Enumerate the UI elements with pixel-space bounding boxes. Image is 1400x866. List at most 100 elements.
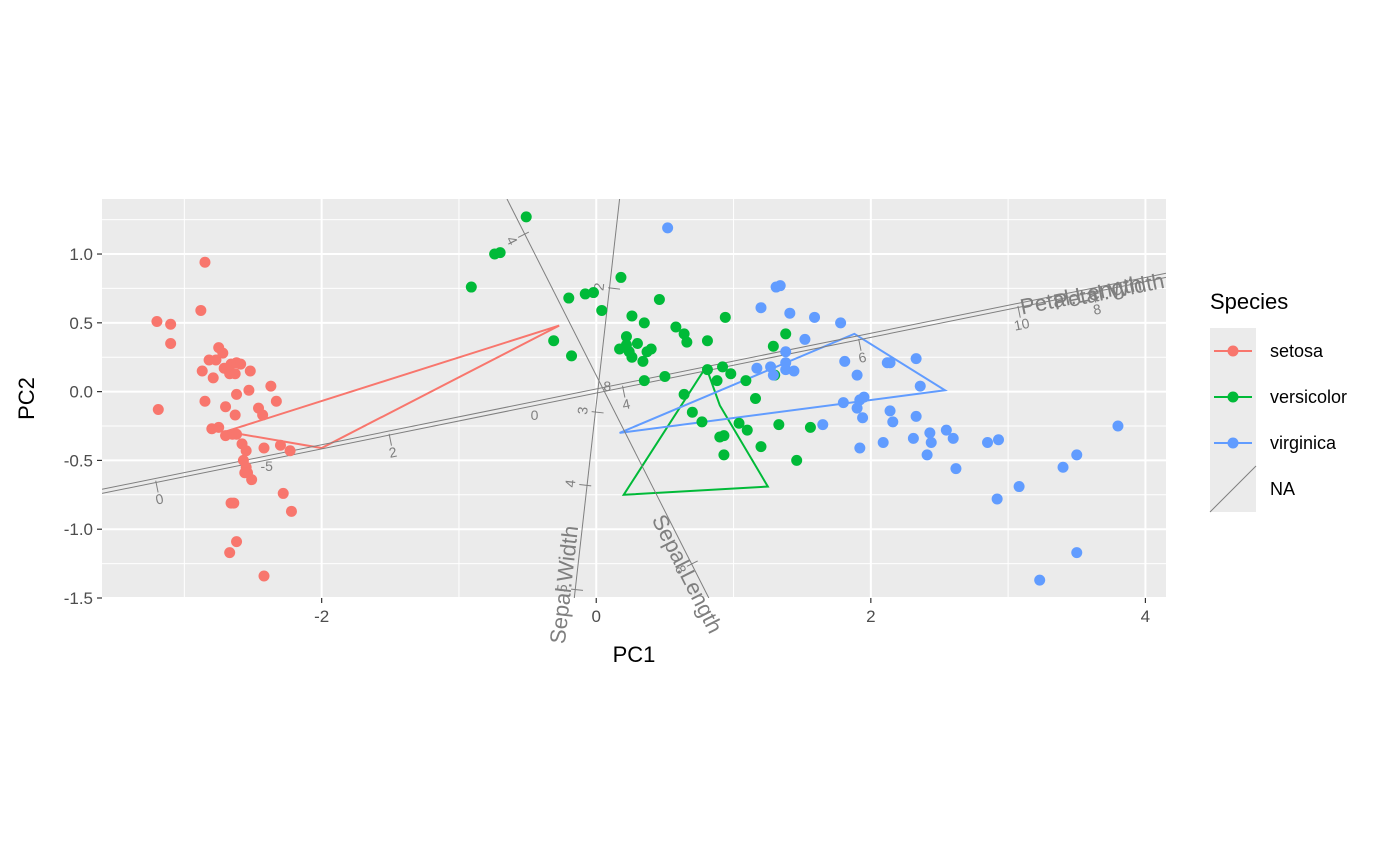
point-virginica bbox=[755, 302, 767, 314]
point-versicolor bbox=[494, 247, 506, 259]
point-versicolor bbox=[780, 328, 792, 340]
point-versicolor bbox=[587, 287, 599, 299]
point-setosa bbox=[220, 401, 232, 413]
point-setosa bbox=[285, 505, 297, 517]
calibration-tick bbox=[858, 338, 862, 351]
legend-item-setosa: setosa bbox=[1210, 328, 1324, 374]
point-setosa bbox=[231, 428, 243, 440]
point-setosa bbox=[229, 409, 241, 421]
point-virginica bbox=[780, 364, 792, 376]
point-versicolor bbox=[563, 292, 575, 304]
point-setosa bbox=[224, 547, 236, 559]
point-virginica bbox=[884, 357, 896, 369]
calibration-tick bbox=[1017, 305, 1021, 318]
point-versicolor bbox=[638, 317, 650, 329]
point-setosa bbox=[228, 497, 240, 509]
point-versicolor bbox=[626, 351, 638, 363]
point-versicolor bbox=[767, 340, 779, 352]
calibration-tick bbox=[155, 480, 159, 493]
point-versicolor bbox=[579, 288, 591, 300]
species-hulls bbox=[225, 324, 948, 496]
calibration-tick bbox=[517, 231, 530, 238]
point-versicolor bbox=[631, 337, 643, 349]
point-versicolor bbox=[755, 441, 767, 453]
y-tick-label: 0.5 bbox=[69, 314, 93, 333]
point-versicolor bbox=[659, 370, 671, 382]
calibration-tick-label: 2 bbox=[387, 444, 398, 461]
point-virginica bbox=[947, 432, 959, 444]
calibration-tick-label: 0 bbox=[154, 490, 165, 507]
calibration-tick bbox=[571, 588, 584, 591]
point-virginica bbox=[837, 397, 849, 409]
point-versicolor bbox=[638, 375, 650, 387]
point-setosa bbox=[210, 354, 222, 366]
calibration-tick-label: 2 bbox=[591, 282, 608, 292]
point-setosa bbox=[152, 404, 164, 416]
y-tick-label: 1.0 bbox=[69, 245, 93, 264]
calibration-tick-label: 5 bbox=[553, 583, 570, 593]
point-versicolor bbox=[596, 304, 608, 316]
point-versicolor bbox=[701, 364, 713, 376]
calibration-tick-label: 8 bbox=[603, 378, 611, 394]
hull-virginica bbox=[619, 332, 948, 434]
point-versicolor bbox=[670, 321, 682, 333]
point-virginica bbox=[1013, 481, 1025, 493]
calibration-tick bbox=[1092, 290, 1097, 303]
y-tick-label: -1.5 bbox=[64, 589, 93, 608]
point-versicolor bbox=[626, 310, 638, 322]
legend-item-versicolor: versicolor bbox=[1210, 374, 1347, 420]
y-tick-label: 0.0 bbox=[69, 383, 93, 402]
point-virginica bbox=[1071, 449, 1083, 461]
legend-title: Species bbox=[1210, 289, 1288, 314]
y-tick-label: -0.5 bbox=[64, 451, 93, 470]
legend: Species setosa versicolor virginica NA bbox=[1209, 289, 1347, 513]
calibration-tick bbox=[579, 484, 592, 487]
x-tick-label: 2 bbox=[866, 607, 875, 626]
point-virginica bbox=[950, 463, 962, 475]
point-setosa bbox=[258, 442, 270, 454]
point-setosa bbox=[240, 445, 252, 457]
point-virginica bbox=[784, 307, 796, 319]
calibration-tick-label: 4 bbox=[621, 395, 632, 412]
panel-background bbox=[102, 199, 1166, 598]
hull-setosa bbox=[225, 324, 560, 450]
point-setosa bbox=[199, 395, 211, 407]
calibration-tick-label: 4 bbox=[562, 478, 579, 488]
point-virginica bbox=[851, 402, 863, 414]
x-tick-label: -2 bbox=[314, 607, 329, 626]
point-versicolor bbox=[718, 449, 730, 461]
point-setosa bbox=[217, 347, 229, 359]
point-versicolor bbox=[773, 419, 785, 431]
calibration-axis-Sepal.Width bbox=[573, 199, 621, 598]
point-setosa bbox=[196, 365, 208, 377]
point-virginica bbox=[887, 416, 899, 428]
point-versicolor bbox=[733, 417, 745, 429]
point-setosa bbox=[151, 315, 163, 327]
point-versicolor bbox=[696, 416, 708, 428]
point-virginica bbox=[910, 353, 922, 365]
point-versicolor bbox=[548, 335, 560, 347]
point-versicolor bbox=[701, 335, 713, 347]
calibration-tick-label: -5 bbox=[261, 458, 274, 474]
point-setosa bbox=[257, 409, 269, 421]
point-setosa bbox=[207, 372, 219, 384]
point-versicolor bbox=[566, 350, 578, 362]
point-virginica bbox=[851, 369, 863, 381]
point-virginica bbox=[858, 391, 870, 403]
point-versicolor bbox=[725, 368, 737, 380]
legend-point bbox=[1227, 437, 1239, 449]
point-virginica bbox=[877, 437, 889, 449]
point-setosa bbox=[231, 536, 243, 548]
calibration-tick-label: 0 bbox=[531, 407, 539, 423]
point-virginica bbox=[1112, 420, 1124, 432]
point-virginica bbox=[788, 365, 800, 377]
point-virginica bbox=[765, 361, 777, 373]
point-virginica bbox=[839, 355, 851, 367]
point-versicolor bbox=[740, 375, 752, 387]
calibration-tick bbox=[622, 385, 626, 398]
point-virginica bbox=[835, 317, 847, 329]
point-versicolor bbox=[804, 421, 816, 433]
point-setosa bbox=[231, 388, 243, 400]
point-virginica bbox=[914, 380, 926, 392]
